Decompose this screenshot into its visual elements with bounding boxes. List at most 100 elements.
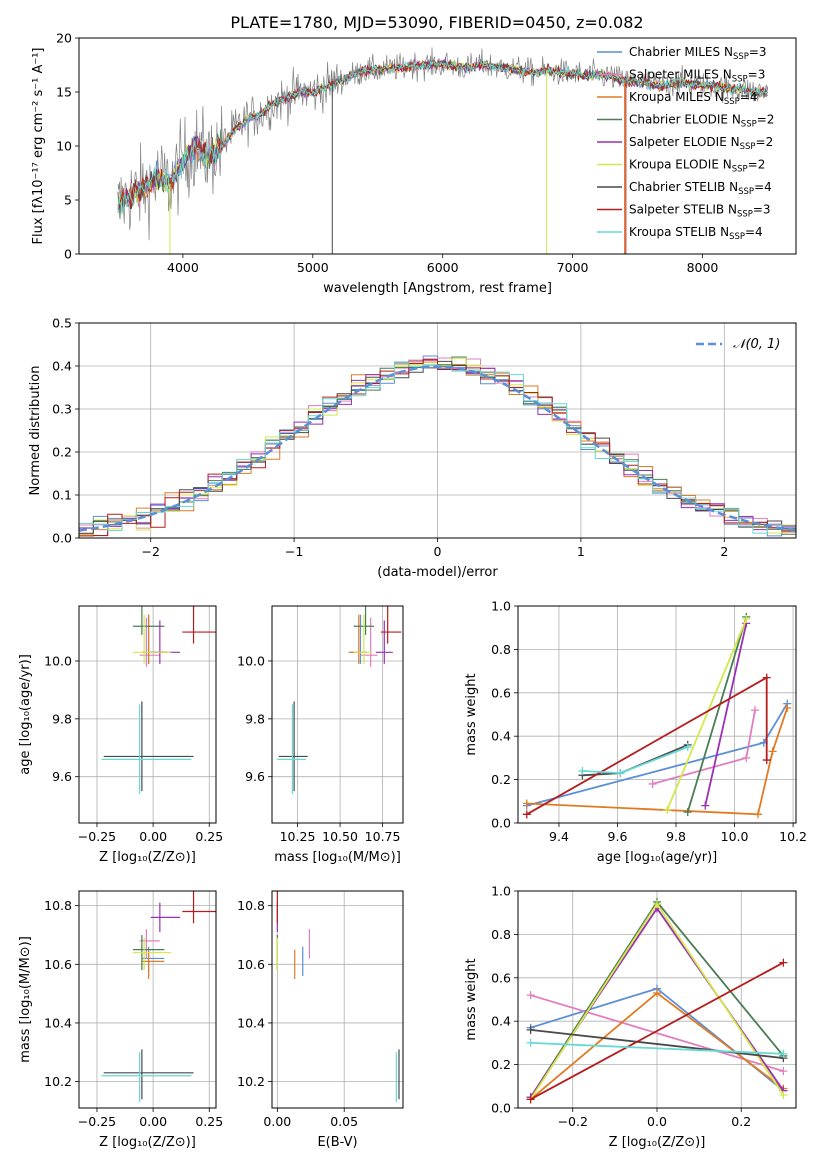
legend-entry: Kroupa STELIB NSSP=4 — [629, 225, 763, 242]
axes-frame — [78, 890, 217, 1109]
legend-nssp-eq: = — [753, 203, 763, 217]
legend-nssp-prefix: N — [719, 68, 732, 82]
weight-series-line — [686, 616, 748, 813]
legend-entry: Salpeter ELODIE NSSP=2 — [629, 135, 773, 152]
residual_hist-axes: −2 −1 0 1 2 0.0 0.1 0.2 0.3 0.4 0.5 (data-model)/er… — [28, 316, 797, 580]
x-axis-label: Z [log₁₀(Z/Z⊙)] — [99, 1135, 196, 1150]
axes-frame — [78, 322, 797, 539]
weight-point-marker — [742, 753, 751, 762]
y-tick-label: 5 — [64, 193, 72, 208]
x-tick-label: 10.50 — [322, 829, 358, 844]
age_vs_Z-axes: −0.25 0.00 0.25 9.6 9.8 10.0 Z [log₁₀(Z/Z⊙)] ag… — [18, 605, 223, 865]
legend-nssp-eq: = — [757, 113, 767, 127]
y-tick-label: 0.0 — [52, 531, 72, 546]
weight-point-marker — [779, 958, 788, 967]
legend-entry: Kroupa MILES NSSP=4 — [629, 90, 757, 107]
y-tick-label: 0 — [64, 247, 72, 262]
weight-point-marker — [526, 991, 535, 1000]
errorbar-point — [150, 902, 181, 933]
weight-series-line — [526, 707, 789, 816]
weight-series-line — [530, 1042, 784, 1055]
x-tick-label: 10.0 — [721, 829, 749, 844]
x-tick-label: −0.2 — [558, 1114, 588, 1129]
errorbar-point — [132, 614, 172, 664]
legend-nssp-sub: SSP — [738, 187, 754, 197]
y-tick-label: 0.0 — [491, 816, 511, 831]
y-tick-label: 0.4 — [491, 1014, 511, 1029]
x-tick-label: 8000 — [687, 260, 719, 275]
x-tick-label: −0.25 — [78, 829, 116, 844]
axes-frame — [78, 37, 797, 255]
axes-frame — [517, 605, 797, 824]
weight-point-marker — [753, 810, 762, 819]
weight-point-marker — [683, 808, 692, 817]
legend-nssp-value: 2 — [767, 113, 775, 127]
errorbar-point — [182, 606, 216, 644]
legend-name: Chabrier STELIB — [629, 180, 725, 194]
legend-nssp-prefix: N — [727, 135, 740, 149]
weight-series-line — [526, 676, 768, 816]
errorbar-point — [375, 620, 393, 664]
weight-point-marker — [742, 615, 751, 624]
legend-nssp-value: 3 — [759, 45, 767, 59]
weight-series-line — [530, 994, 784, 1072]
x-tick-label: 5000 — [297, 260, 329, 275]
weight-point-marker — [526, 1025, 535, 1034]
errorbar-point — [101, 704, 192, 795]
errorbar-point — [103, 1049, 194, 1100]
errorbar-point — [103, 701, 194, 792]
legend-name: Kroupa MILES — [629, 90, 711, 104]
x-tick-label: 9.8 — [666, 829, 686, 844]
y-tick-label: 10.4 — [237, 1015, 265, 1030]
y-tick-label: 10.8 — [237, 898, 265, 913]
weight-point-marker — [526, 1095, 535, 1104]
y-tick-label: 0.2 — [52, 445, 72, 460]
legend-nssp-eq: = — [756, 135, 766, 149]
errorbar-point — [101, 1052, 192, 1103]
weight-point-marker — [779, 1049, 788, 1058]
weight-point-marker — [783, 703, 792, 712]
errorbar-point — [277, 704, 307, 795]
weight-point-marker — [526, 1038, 535, 1047]
errorbar-point — [278, 701, 308, 792]
legend-nssp-prefix: N — [724, 203, 737, 217]
legend-nssp-value: 3 — [763, 203, 771, 217]
legend-nssp-eq: = — [754, 180, 764, 194]
errorbar-point — [141, 949, 165, 979]
y-tick-label: 0.4 — [491, 729, 511, 744]
figure-title: PLATE=1780, MJD=53090, FIBERID=0450, z=0… — [230, 13, 643, 32]
spectrum-axes: 4000 5000 6000 7000 8000 0 5 10 15 20 wavelength [… — [31, 31, 797, 296]
y-tick-label: 10.2 — [237, 1074, 265, 1089]
y-tick-label: 0.0 — [491, 1101, 511, 1116]
legend-nssp-eq: = — [748, 68, 758, 82]
errorbar-point — [132, 937, 172, 971]
legend-nssp-prefix: N — [719, 158, 732, 172]
x-tick-label: 0.2 — [731, 1114, 751, 1129]
legend-nssp-prefix: N — [720, 45, 733, 59]
legend-nssp-sub: SSP — [732, 165, 748, 175]
weight-point-marker — [648, 779, 657, 788]
errorbar-point — [132, 606, 165, 635]
x-tick-label: 0.00 — [139, 1114, 167, 1129]
legend-nssp-value: 2 — [758, 158, 766, 172]
y-tick-label: 0.5 — [52, 316, 72, 331]
y-tick-label: 1.0 — [491, 599, 511, 614]
legend-nssp-value: 2 — [766, 135, 774, 149]
legend-entry: Salpeter MILES NSSP=3 — [629, 68, 765, 85]
x-axis-label: mass [log₁₀(M/M⊙)] — [274, 850, 401, 865]
y-tick-label: 1.0 — [491, 884, 511, 899]
x-tick-label: 7000 — [557, 260, 589, 275]
legend-nssp-sub: SSP — [737, 210, 753, 220]
mass_vs_ebv-axes: 0.00 0.05 10.2 10.4 10.6 10.8 E(B-V) — [237, 890, 404, 1150]
x-tick-label: 9.4 — [549, 829, 569, 844]
legend-entry: Chabrier STELIB NSSP=4 — [629, 180, 772, 197]
legend-nssp-sub: SSP — [733, 52, 749, 62]
legend-nssp-sub: SSP — [729, 232, 745, 242]
weight_vs_age-axes: 9.4 9.6 9.8 10.0 10.2 0.0 0.2 0.4 0.6 0.8 1.0 age [… — [464, 599, 807, 866]
y-tick-label: 0.8 — [491, 927, 511, 942]
legend-name: Chabrier MILES — [629, 45, 720, 59]
x-tick-label: 10.2 — [779, 829, 807, 844]
legend-nssp-sub: SSP — [724, 97, 740, 107]
y-tick-label: 0.6 — [491, 685, 511, 700]
